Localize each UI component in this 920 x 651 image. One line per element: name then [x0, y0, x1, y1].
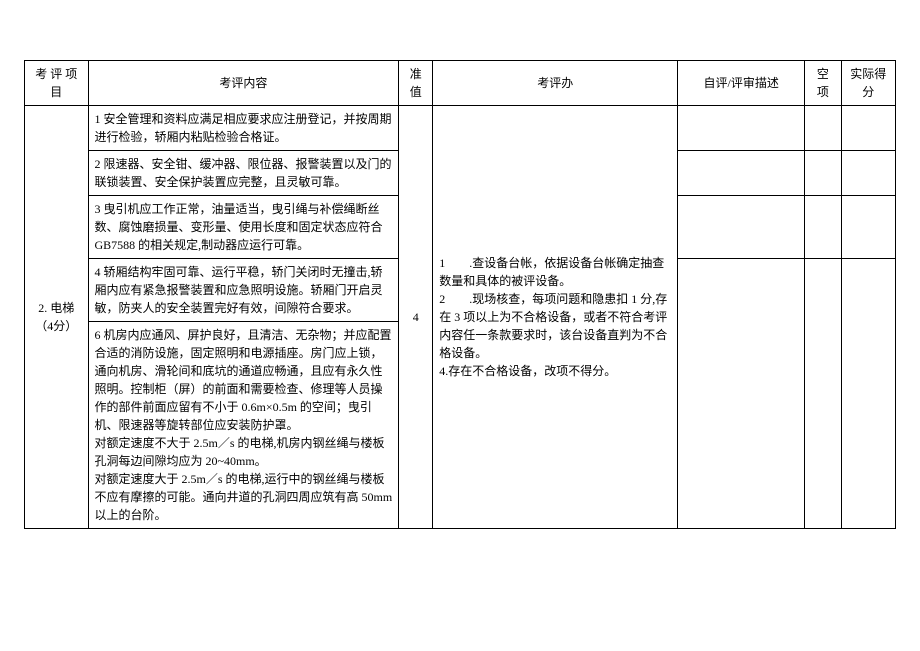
header-standard: 准 值 — [399, 61, 433, 106]
method-cell: 1 .查设备台帐，依据设备台帐确定抽查数量和具体的被评设备。 2 .现场核查，每… — [433, 106, 678, 529]
table-header-row: 考 评 项 目 考评内容 准 值 考评办 自评/评审描述 空项 实际得分 — [25, 61, 896, 106]
criteria-cell: 4 轿厢结构牢固可靠、运行平稳，轿门关闭时无撞击,轿厢内应有紧急报警装置和应急照… — [88, 259, 399, 322]
evaluation-table: 考 评 项 目 考评内容 准 值 考评办 自评/评审描述 空项 实际得分 2. … — [24, 60, 896, 529]
desc-cell — [678, 196, 805, 259]
blank-cell — [805, 151, 841, 196]
score-cell — [841, 196, 895, 259]
criteria-cell: 1 安全管理和资料应满足相应要求应注册登记，并按周期进行检验，轿厢内粘贴检验合格… — [88, 106, 399, 151]
criteria-cell: 2 限速器、安全钳、缓冲器、限位器、报警装置以及门的联锁装置、安全保护装置应完整… — [88, 151, 399, 196]
project-cell: 2. 电梯（4分） — [25, 106, 89, 529]
header-method: 考评办 — [433, 61, 678, 106]
blank-cell — [805, 259, 841, 529]
score-cell — [841, 151, 895, 196]
blank-cell — [805, 196, 841, 259]
header-score: 实际得分 — [841, 61, 895, 106]
header-content: 考评内容 — [88, 61, 399, 106]
standard-value-cell: 4 — [399, 106, 433, 529]
score-cell — [841, 259, 895, 529]
criteria-cell: 6 机房内应通风、屏护良好，且清洁、无杂物；并应配置合适的消防设施，固定照明和电… — [88, 322, 399, 529]
criteria-cell: 3 曳引机应工作正常，油量适当，曳引绳与补偿绳断丝数、腐蚀磨损量、变形量、使用长… — [88, 196, 399, 259]
desc-cell — [678, 106, 805, 151]
desc-cell — [678, 259, 805, 529]
score-cell — [841, 106, 895, 151]
header-project: 考 评 项 目 — [25, 61, 89, 106]
blank-cell — [805, 106, 841, 151]
desc-cell — [678, 151, 805, 196]
header-desc: 自评/评审描述 — [678, 61, 805, 106]
header-blank: 空项 — [805, 61, 841, 106]
table-row: 2. 电梯（4分） 1 安全管理和资料应满足相应要求应注册登记，并按周期进行检验… — [25, 106, 896, 151]
